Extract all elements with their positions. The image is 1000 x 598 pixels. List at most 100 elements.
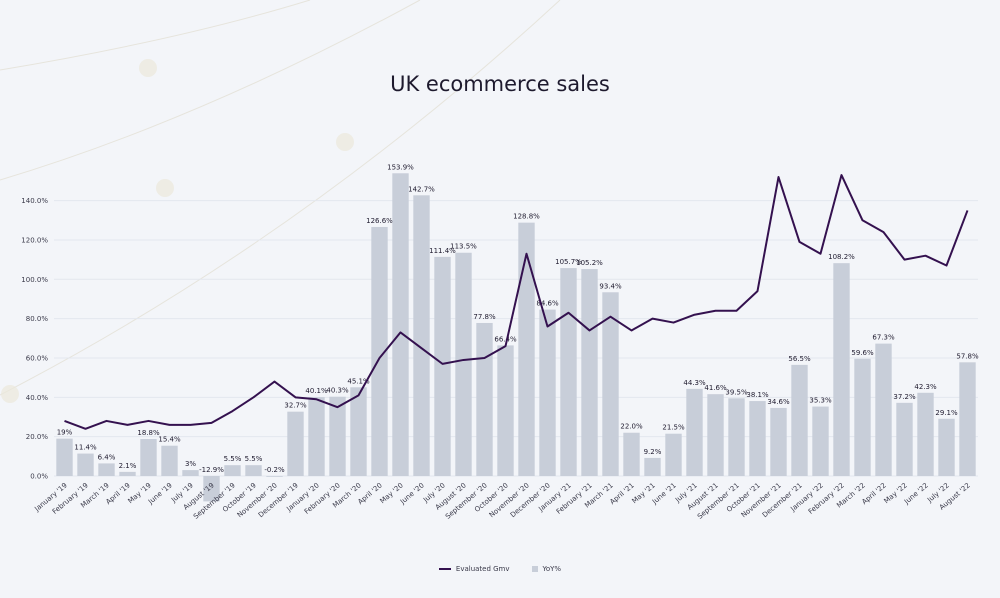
- bar: [875, 343, 892, 476]
- data-label: 11.4%: [74, 444, 97, 452]
- y-tick-label: 40.0%: [26, 394, 49, 402]
- bar: [308, 397, 325, 476]
- bar: [791, 364, 808, 476]
- bar: [581, 269, 598, 476]
- data-label: 111.4%: [429, 247, 456, 255]
- bar: [623, 432, 640, 476]
- bar: [497, 345, 514, 476]
- bar: [560, 268, 577, 476]
- y-tick-label: 140.0%: [21, 197, 48, 205]
- bar: [140, 439, 157, 476]
- chart-area: 0.0% 20.0% 40.0% 60.0% 80.0% 100.0% 120.0% 140.…: [21, 163, 979, 521]
- legend-item-bar[interactable]: YoY%: [531, 565, 562, 573]
- data-label: 45.1%: [347, 377, 370, 385]
- data-label: 2.1%: [119, 462, 137, 470]
- bar: [938, 418, 955, 476]
- bar: [917, 392, 934, 476]
- bar: [329, 396, 346, 476]
- bar: [371, 226, 388, 476]
- data-label: 34.6%: [767, 398, 790, 406]
- legend-bar-label: YoY%: [542, 565, 562, 573]
- bar: [728, 398, 745, 476]
- data-label: 40.1%: [305, 387, 328, 395]
- chart-legend: Evaluated Gmv YoY%: [0, 565, 1000, 573]
- bar: [854, 358, 871, 476]
- bar: [455, 252, 472, 476]
- data-label: 44.3%: [683, 379, 706, 387]
- data-label: 84.6%: [536, 300, 559, 308]
- y-tick-label: 0.0%: [30, 473, 48, 481]
- data-label: 153.9%: [387, 163, 414, 171]
- bar: [119, 471, 136, 476]
- data-label: 41.6%: [704, 384, 727, 392]
- bar: [224, 465, 241, 476]
- data-label: 3%: [185, 460, 196, 468]
- bar: [98, 463, 115, 476]
- bar: [896, 402, 913, 476]
- data-label: 105.7%: [555, 258, 582, 266]
- data-label: 40.3%: [326, 387, 349, 395]
- data-label: 142.7%: [408, 185, 435, 193]
- bar: [266, 476, 283, 477]
- data-label: 77.8%: [473, 313, 496, 321]
- data-label: 57.8%: [956, 352, 979, 360]
- y-tick-label: 80.0%: [26, 315, 49, 323]
- legend-item-line[interactable]: Evaluated Gmv: [438, 565, 510, 573]
- bar: [959, 362, 976, 476]
- bar: [770, 407, 787, 476]
- data-label: 37.2%: [893, 393, 916, 401]
- bar: [287, 411, 304, 476]
- data-label: 38.1%: [746, 391, 769, 399]
- line-swatch-icon: [438, 568, 451, 570]
- data-label: -12.9%: [199, 466, 224, 474]
- data-label: 21.5%: [662, 424, 685, 432]
- data-label: 32.7%: [284, 402, 307, 410]
- bar: [644, 457, 661, 476]
- data-label: 93.4%: [599, 282, 622, 290]
- data-label: 126.6%: [366, 217, 393, 225]
- data-label: 66.4%: [494, 335, 517, 343]
- bar: [161, 445, 178, 476]
- chart-title: UK ecommerce sales: [390, 72, 610, 96]
- bar: [413, 195, 430, 477]
- data-label: 105.2%: [576, 259, 603, 267]
- y-tick-label: 100.0%: [21, 276, 48, 284]
- data-label: 5.5%: [245, 455, 263, 463]
- legend-line-label: Evaluated Gmv: [455, 565, 510, 573]
- data-label: 19%: [57, 429, 73, 437]
- data-label: 5.5%: [224, 455, 242, 463]
- bar: [203, 476, 220, 502]
- data-label: 59.6%: [851, 349, 874, 357]
- data-label: 56.5%: [788, 355, 811, 363]
- bar: [602, 292, 619, 476]
- data-label: 18.8%: [137, 429, 160, 437]
- data-label: 67.3%: [872, 334, 895, 342]
- data-label: -0.2%: [264, 466, 285, 474]
- bar: [833, 263, 850, 476]
- data-label: 29.1%: [935, 409, 958, 417]
- bar: [518, 222, 535, 476]
- bar: [434, 256, 451, 476]
- bar: [392, 173, 409, 477]
- bar: [77, 453, 94, 476]
- bar: [812, 406, 829, 476]
- data-label: 108.2%: [828, 253, 855, 261]
- data-label: 15.4%: [158, 436, 181, 444]
- data-label: 42.3%: [914, 383, 937, 391]
- data-label: 35.3%: [809, 397, 832, 405]
- y-tick-label: 60.0%: [26, 354, 49, 362]
- y-tick-label: 120.0%: [21, 236, 48, 244]
- data-label: 22.0%: [620, 423, 643, 431]
- y-tick-label: 20.0%: [26, 433, 49, 441]
- bar: [182, 470, 199, 476]
- bar: [245, 465, 262, 476]
- line-series-evaluated-gmv: [64, 174, 969, 430]
- bar: [665, 433, 682, 476]
- data-label: 39.5%: [725, 388, 748, 396]
- bar: [476, 322, 493, 476]
- bar: [539, 309, 556, 476]
- data-label: 9.2%: [644, 448, 662, 456]
- bar-swatch-icon: [531, 566, 538, 572]
- bar: [56, 438, 73, 476]
